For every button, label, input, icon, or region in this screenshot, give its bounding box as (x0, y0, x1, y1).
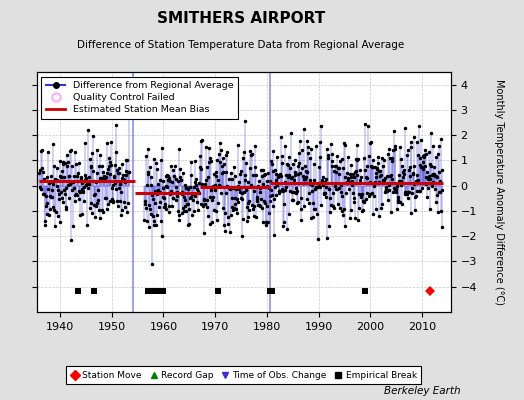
Text: Berkeley Earth: Berkeley Earth (385, 386, 461, 396)
Text: SMITHERS AIRPORT: SMITHERS AIRPORT (157, 11, 325, 26)
Legend: Station Move, Record Gap, Time of Obs. Change, Empirical Break: Station Move, Record Gap, Time of Obs. C… (66, 366, 421, 384)
Text: Difference of Station Temperature Data from Regional Average: Difference of Station Temperature Data f… (78, 40, 405, 50)
Y-axis label: Monthly Temperature Anomaly Difference (°C): Monthly Temperature Anomaly Difference (… (494, 79, 504, 305)
